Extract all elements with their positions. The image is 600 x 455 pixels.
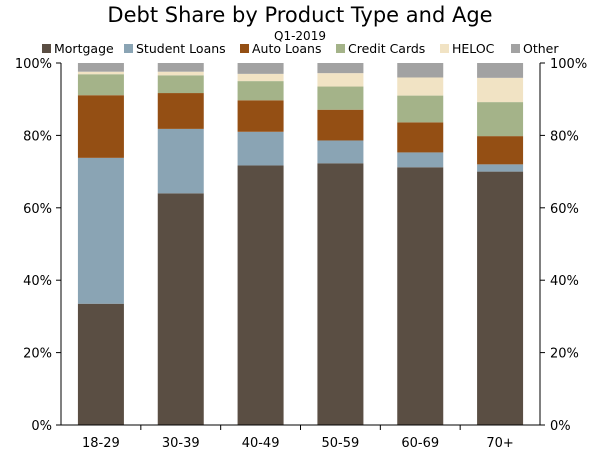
- bar-segment-heloc-60-69: [397, 77, 444, 96]
- x-tick-label-40-49: 40-49: [242, 436, 280, 451]
- axes-group: 0% 0% 20% 20% 40% 40% 60% 60% 80% 80% 100% 100% 18-2…: [15, 57, 587, 451]
- x-tick-label-30-39: 30-39: [162, 436, 200, 451]
- x-tick-label-50-59: 50-59: [322, 436, 360, 451]
- bar-segment-credit-cards-70+: [477, 102, 524, 137]
- bar-segment-auto-loans-18-29: [77, 95, 124, 158]
- bar-segment-heloc-30-39: [157, 71, 204, 76]
- bar-segment-other-50-59: [317, 63, 364, 74]
- bar-segment-credit-cards-30-39: [157, 75, 204, 94]
- bar-segment-student-loans-50-59: [317, 140, 364, 164]
- y-tick-label-left: 40%: [23, 274, 52, 289]
- x-tick-label-18-29: 18-29: [82, 436, 120, 451]
- bar-segment-student-loans-30-39: [157, 128, 204, 194]
- legend-swatch-credit-cards: [336, 44, 345, 53]
- bars-group: [77, 63, 524, 425]
- bar-segment-other-18-29: [77, 63, 124, 72]
- legend-swatch-auto-loans: [240, 44, 249, 53]
- y-tick-label-left: 20%: [23, 347, 52, 362]
- bar-segment-heloc-70+: [477, 77, 524, 103]
- bar-segment-mortgage-18-29: [77, 303, 124, 425]
- y-tick-label-left: 100%: [15, 57, 52, 72]
- y-tick-label-left: 80%: [23, 129, 52, 144]
- legend: Mortgage Student Loans Auto Loans Credit Ca…: [42, 41, 559, 56]
- legend-swatch-other: [511, 44, 520, 53]
- legend-label-other: Other: [523, 41, 559, 56]
- bar-segment-mortgage-30-39: [157, 193, 204, 425]
- legend-swatch-student-loans: [124, 44, 133, 53]
- legend-swatch-mortgage: [42, 44, 51, 53]
- chart-title: Debt Share by Product Type and Age: [107, 3, 492, 27]
- bar-segment-credit-cards-40-49: [237, 81, 284, 101]
- legend-label-heloc: HELOC: [452, 41, 495, 56]
- legend-label-mortgage: Mortgage: [54, 41, 114, 56]
- bar-segment-other-60-69: [397, 63, 444, 78]
- bar-segment-heloc-18-29: [77, 71, 124, 75]
- bar-segment-auto-loans-50-59: [317, 109, 364, 141]
- bar-segment-credit-cards-18-29: [77, 74, 124, 96]
- bar-segment-mortgage-50-59: [317, 163, 364, 425]
- bar-segment-auto-loans-70+: [477, 136, 524, 165]
- y-tick-label-right: 60%: [550, 202, 579, 217]
- bar-segment-auto-loans-60-69: [397, 122, 444, 153]
- bar-segment-auto-loans-30-39: [157, 93, 204, 129]
- bar-segment-heloc-40-49: [237, 73, 284, 82]
- bar-segment-mortgage-70+: [477, 171, 524, 425]
- bar-segment-other-70+: [477, 63, 524, 78]
- bar-segment-student-loans-70+: [477, 164, 524, 172]
- bar-segment-student-loans-18-29: [77, 157, 124, 304]
- y-tick-label-left: 60%: [23, 202, 52, 217]
- y-tick-label-right: 40%: [550, 274, 579, 289]
- bar-segment-mortgage-60-69: [397, 167, 444, 425]
- bar-segment-auto-loans-40-49: [237, 100, 284, 132]
- y-tick-label-right: 80%: [550, 129, 579, 144]
- legend-label-auto-loans: Auto Loans: [252, 41, 321, 56]
- bar-segment-student-loans-40-49: [237, 131, 284, 166]
- bar-segment-student-loans-60-69: [397, 152, 444, 168]
- legend-label-credit-cards: Credit Cards: [348, 41, 425, 56]
- bar-segment-other-30-39: [157, 63, 204, 72]
- bar-segment-heloc-50-59: [317, 73, 364, 87]
- y-tick-label-right: 0%: [550, 419, 571, 434]
- bar-segment-credit-cards-60-69: [397, 95, 444, 123]
- y-tick-label-right: 20%: [550, 347, 579, 362]
- bar-segment-credit-cards-50-59: [317, 86, 364, 110]
- y-tick-label-right: 100%: [550, 57, 587, 72]
- y-tick-label-left: 0%: [31, 419, 52, 434]
- chart-subtitle: Q1-2019: [274, 29, 326, 43]
- bar-segment-mortgage-40-49: [237, 165, 284, 425]
- bar-segment-other-40-49: [237, 63, 284, 74]
- legend-label-student-loans: Student Loans: [136, 41, 226, 56]
- x-tick-label-70+: 70+: [486, 436, 513, 451]
- x-tick-label-60-69: 60-69: [401, 436, 439, 451]
- legend-swatch-heloc: [440, 44, 449, 53]
